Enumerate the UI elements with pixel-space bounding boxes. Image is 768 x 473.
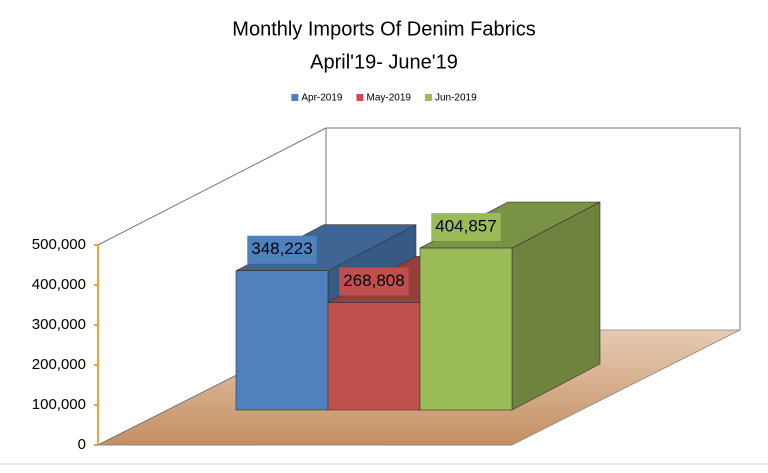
legend-swatch	[291, 94, 299, 101]
bar-front	[327, 302, 421, 411]
legend-label: May-2019	[366, 93, 411, 104]
y-tick-label: 0	[78, 436, 86, 453]
side-wall-edge	[97, 127, 327, 246]
data-label: 348,223	[247, 235, 317, 264]
y-tick-label: 200,000	[32, 356, 86, 373]
data-label-box	[431, 213, 501, 242]
legend-label: Jun-2019	[435, 93, 477, 104]
chart-subtitle: April'19- June'19	[310, 51, 458, 73]
legend-swatch	[424, 94, 432, 101]
data-label-text: 268,808	[343, 271, 404, 290]
data-label: 268,808	[339, 267, 409, 296]
y-tick-label: 100,000	[32, 396, 86, 413]
legend-label: Apr-2019	[301, 93, 343, 104]
bar-front	[235, 270, 329, 411]
data-label-text: 348,223	[251, 239, 312, 258]
chart-title: Monthly Imports Of Denim Fabrics	[232, 18, 535, 40]
legend: Apr-2019 May-2019 Jun-2019	[291, 93, 477, 104]
y-tick-label: 400,000	[32, 276, 86, 293]
data-label-text: 404,857	[435, 217, 496, 236]
data-label-box	[339, 267, 409, 296]
data-label-box	[247, 235, 317, 264]
legend-swatch	[356, 94, 364, 101]
y-tick-label: 300,000	[32, 316, 86, 333]
data-label: 404,857	[431, 213, 501, 242]
y-tick-label: 500,000	[32, 236, 86, 253]
bar-front	[419, 247, 513, 411]
